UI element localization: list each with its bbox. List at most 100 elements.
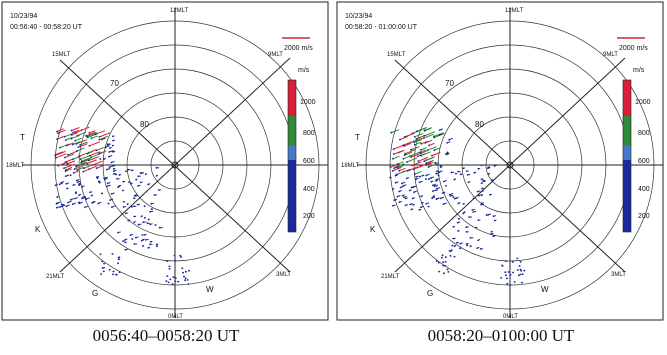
velocity-vector xyxy=(414,133,423,138)
vector-origin xyxy=(98,138,101,141)
vector-origin xyxy=(109,147,111,150)
vector-origin xyxy=(391,170,394,172)
vector-origin xyxy=(448,138,451,141)
vector-origin xyxy=(88,144,91,147)
vector-origin xyxy=(427,178,430,181)
vector-origin xyxy=(144,239,147,241)
vector-origin xyxy=(435,178,438,181)
velocity-vector xyxy=(433,132,444,137)
vector-origin xyxy=(142,245,144,247)
velocity-vector xyxy=(404,132,415,138)
vector-origin xyxy=(506,277,508,280)
vector-origin xyxy=(121,189,124,192)
velocity-vector xyxy=(87,150,94,155)
vector-origin xyxy=(469,237,472,239)
velocity-vector xyxy=(87,159,97,164)
mlt-label-15: 15MLT xyxy=(52,52,71,58)
velocity-vector xyxy=(65,168,72,172)
vector-origin xyxy=(396,195,399,198)
vector-origin xyxy=(392,204,394,207)
vector-origin xyxy=(456,221,459,224)
velocity-vector xyxy=(406,157,418,163)
vector-origin xyxy=(459,242,462,245)
vector-origin xyxy=(394,166,397,169)
velocity-vector xyxy=(416,127,426,132)
caption-left: 0056:40–0058:20 UT xyxy=(92,326,240,345)
velocity-vector xyxy=(80,141,88,146)
velocity-vector xyxy=(91,160,103,166)
vector-origin xyxy=(84,206,86,209)
velocity-vector xyxy=(56,136,64,140)
vector-origin xyxy=(83,167,85,170)
vector-origin xyxy=(469,245,472,248)
vector-origin xyxy=(394,181,397,184)
vector-origin xyxy=(111,144,114,147)
vector-origin xyxy=(418,175,421,178)
vector-origin xyxy=(186,279,189,281)
vector-origin xyxy=(435,189,437,192)
vector-origin xyxy=(95,167,98,170)
vector-origin xyxy=(124,212,127,215)
velocity-vector xyxy=(426,161,434,166)
velocity-vector xyxy=(90,153,101,158)
vector-origin xyxy=(455,172,457,175)
vector-origin xyxy=(75,165,77,168)
velocity-vector xyxy=(423,133,434,139)
vector-origin xyxy=(472,197,475,200)
vector-origin xyxy=(519,273,522,276)
station-label-k: K xyxy=(370,225,376,234)
mlt-label-21: 21MLT xyxy=(46,274,65,280)
vector-origin xyxy=(79,144,82,146)
vector-origin xyxy=(153,194,156,197)
velocity-vector xyxy=(403,141,413,146)
vector-origin xyxy=(437,261,440,264)
velocity-vector xyxy=(89,130,96,134)
mlt-label-3: 3MLT xyxy=(611,272,626,278)
vector-origin xyxy=(396,163,399,166)
vector-origin xyxy=(79,158,82,161)
colorbar-tick-1000: 1000 xyxy=(300,99,316,106)
vector-origin xyxy=(453,255,456,258)
vector-origin xyxy=(423,160,426,163)
vector-origin xyxy=(431,197,433,200)
vector-origin xyxy=(420,154,422,157)
vector-origin xyxy=(487,166,490,169)
vector-origin xyxy=(143,234,146,236)
vector-origin xyxy=(453,178,456,181)
station-label-t: T xyxy=(355,133,360,142)
vector-origin xyxy=(425,174,428,177)
vector-origin xyxy=(423,135,426,137)
vector-origin xyxy=(139,181,142,184)
vector-origin xyxy=(411,197,414,200)
vector-origin xyxy=(481,187,484,190)
vector-origin xyxy=(416,155,419,158)
vector-origin xyxy=(181,267,184,270)
vector-origin xyxy=(125,170,127,173)
vector-origin xyxy=(133,197,135,200)
vector-origin xyxy=(103,266,105,269)
vector-origin xyxy=(401,182,403,185)
velocity-vector xyxy=(89,141,100,147)
vector-origin xyxy=(63,167,65,170)
vector-origin xyxy=(179,254,182,257)
velocity-vector xyxy=(414,138,423,143)
velocity-vector xyxy=(412,161,422,166)
vector-origin xyxy=(404,197,407,200)
velocity-vector xyxy=(67,160,76,165)
vector-origin xyxy=(450,171,453,174)
vector-origin xyxy=(86,136,89,139)
vector-origin xyxy=(444,256,447,258)
vector-origin xyxy=(468,216,470,219)
vector-origin xyxy=(480,178,483,181)
colorbar-tick-600: 600 xyxy=(303,158,315,165)
velocity-vector xyxy=(403,154,413,160)
velocity-vector xyxy=(397,161,404,165)
velocity-vector xyxy=(80,155,91,160)
velocity-vector xyxy=(74,129,83,134)
vector-origin xyxy=(427,166,430,168)
vector-origin xyxy=(480,203,482,206)
vector-origin xyxy=(122,206,125,208)
vector-origin xyxy=(136,203,139,206)
vector-origin xyxy=(88,154,91,157)
vector-origin xyxy=(465,231,468,233)
